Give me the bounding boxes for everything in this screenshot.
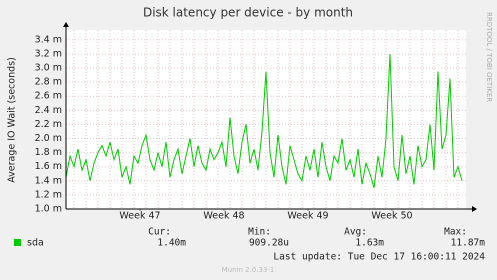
stat-label: Cur: [148, 227, 171, 238]
footer: Munin 2.0.33-1 [222, 266, 275, 274]
chart-title: Disk latency per device - by month [143, 6, 353, 20]
y-tick-label: 1.2 m [35, 189, 62, 200]
marks [65, 53, 463, 189]
legend-label: sda [27, 238, 44, 249]
stat-label: Min: [248, 227, 271, 238]
x-tick-label: Week 47 [119, 211, 160, 222]
y-axis-label: Average IO Wait (seconds) [7, 57, 18, 183]
stat-value: 1.63m [355, 238, 384, 249]
stat-label: Max: [444, 227, 467, 238]
y-tick-label: 3.2 m [35, 48, 62, 59]
stat-value: 11.87m [451, 238, 486, 249]
x-tick-label: Week 49 [287, 211, 328, 222]
y-tick-label: 2.2 m [35, 119, 62, 130]
stat-value: 1.40m [157, 238, 186, 249]
y-arrow [63, 22, 69, 27]
last-update: Last update: Tue Dec 17 16:00:11 2024 [273, 252, 485, 263]
x-tick-label: Week 48 [203, 211, 244, 222]
plot-area [66, 30, 466, 209]
y-tick-label: 2.8 m [35, 77, 62, 88]
x-arrow [472, 206, 477, 212]
y-tick-label: 1.6 m [35, 161, 62, 172]
x-tick-label: Week 50 [371, 211, 412, 222]
y-tick-label: 3.0 m [35, 63, 62, 74]
y-tick-label: 1.4 m [35, 175, 62, 186]
y-tick-label: 1.0 m [35, 204, 62, 215]
y-tick-label: 1.8 m [35, 147, 62, 158]
stat-label: Avg: [344, 227, 367, 238]
y-tick-label: 3.4 m [35, 34, 62, 45]
axes [63, 22, 477, 212]
side-text: RRDTOOL / TOBI OETIKER [485, 12, 493, 102]
y-tick-label: 2.0 m [35, 133, 62, 144]
series-line [65, 53, 463, 189]
y-tick-label: 2.4 m [35, 105, 62, 116]
legend-swatch [14, 239, 21, 246]
stat-value: 909.28u [249, 238, 289, 249]
y-tick-label: 2.6 m [35, 91, 62, 102]
